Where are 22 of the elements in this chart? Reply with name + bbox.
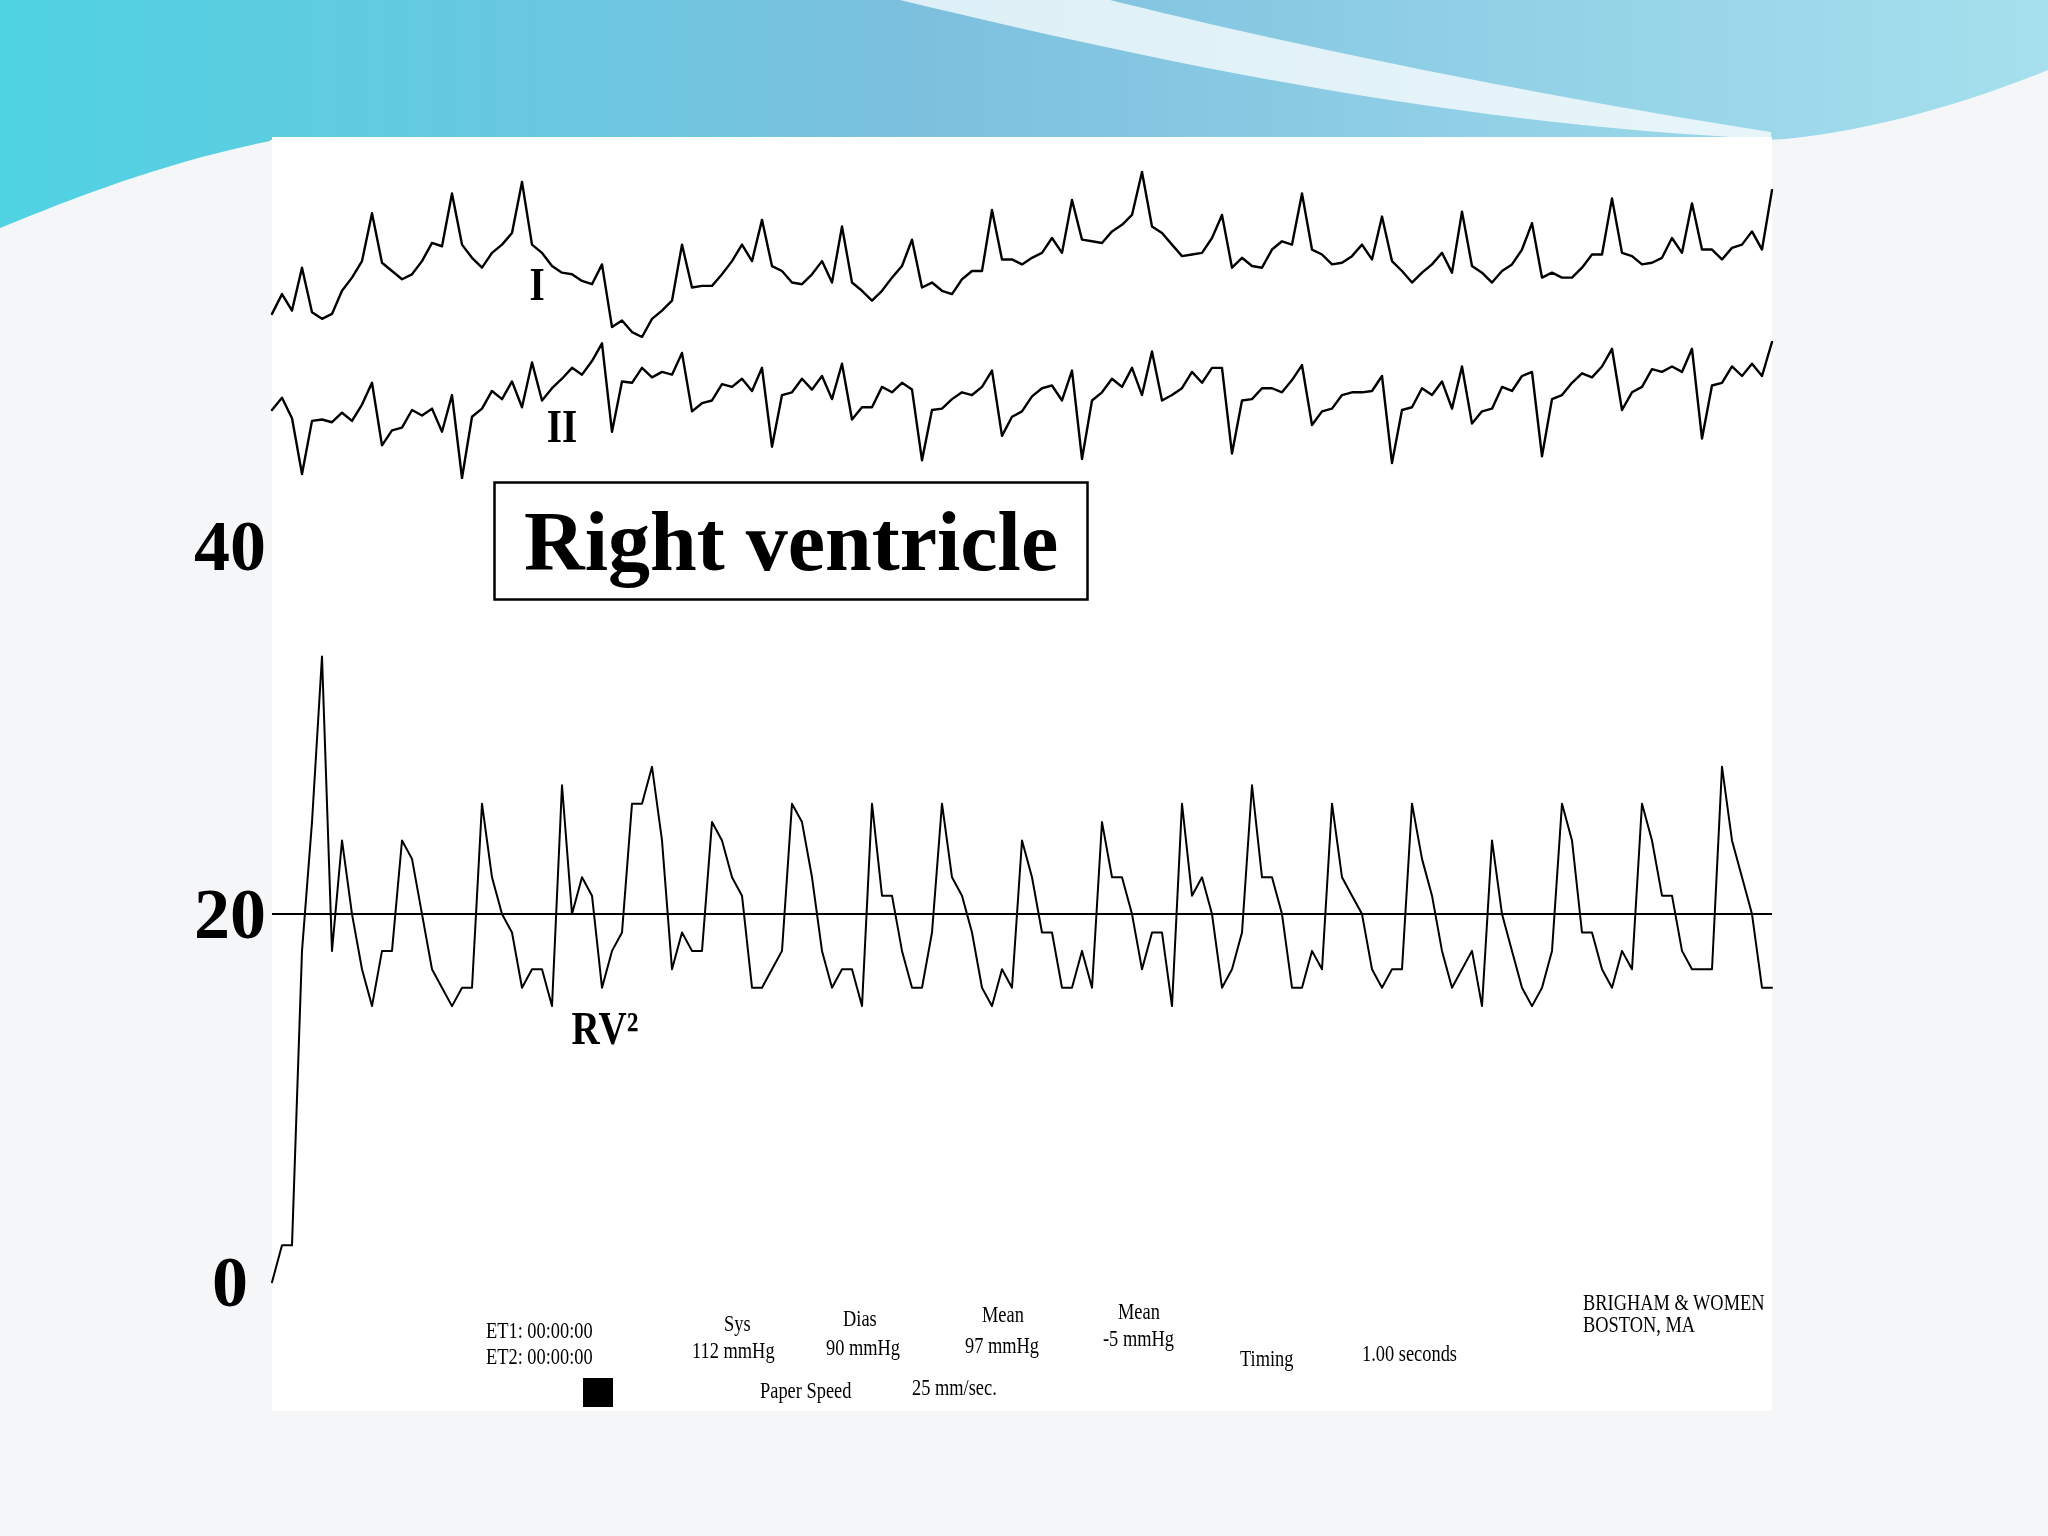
y-tick-label: 20 — [194, 874, 266, 955]
annotation: Mean — [1118, 1297, 1161, 1325]
y-tick-label: 0 — [212, 1242, 248, 1323]
annotation: 1.00 seconds — [1362, 1339, 1457, 1367]
annotation: ET1: 00:00:00 — [486, 1316, 593, 1344]
annotation: Mean — [982, 1300, 1025, 1328]
annotation: ET2: 00:00:00 — [486, 1342, 593, 1370]
annotation: 112 mmHg — [692, 1336, 776, 1364]
line-series — [271, 655, 1773, 1284]
series-label: I — [529, 258, 545, 310]
y-tick-label: 40 — [194, 506, 266, 586]
annotation: 90 mmHg — [826, 1333, 901, 1361]
annotation: 97 mmHg — [965, 1331, 1040, 1359]
annotation: -5 mmHg — [1103, 1324, 1175, 1352]
series-label: II — [546, 400, 578, 452]
annotation: Sys — [724, 1309, 751, 1337]
series-label: RV² — [571, 1002, 639, 1054]
chart-title: Right ventricle — [524, 494, 1059, 588]
annotation: Paper Speed — [760, 1376, 852, 1404]
annotation: Dias — [843, 1304, 877, 1332]
annotation: Timing — [1240, 1344, 1295, 1372]
annotation: 25 mm/sec. — [912, 1373, 997, 1401]
